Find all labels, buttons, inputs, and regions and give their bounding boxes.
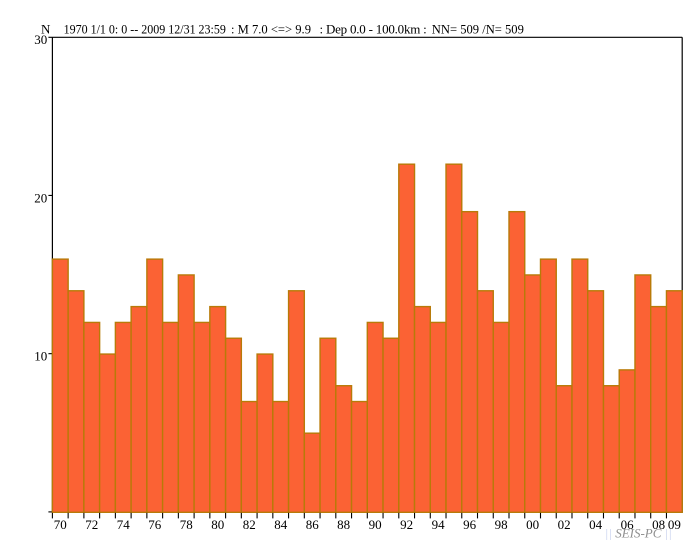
svg-text:20: 20 — [34, 190, 47, 205]
svg-text:80: 80 — [211, 517, 224, 532]
svg-text:90: 90 — [369, 517, 382, 532]
svg-text:02: 02 — [558, 517, 571, 532]
svg-text:N: N — [41, 22, 51, 37]
svg-text:00: 00 — [526, 517, 539, 532]
svg-text:: Dep 0.0 - 100.0km :: : Dep 0.0 - 100.0km : — [320, 22, 427, 37]
svg-text:96: 96 — [463, 517, 477, 532]
svg-text:86: 86 — [306, 517, 320, 532]
svg-text:70: 70 — [54, 517, 67, 532]
svg-text:|| SEIS-PC ||: || SEIS-PC || — [605, 526, 672, 541]
svg-text:: M 7.0 <=> 9.9: : M 7.0 <=> 9.9 — [231, 22, 311, 37]
svg-text:98: 98 — [495, 517, 508, 532]
svg-text:04: 04 — [589, 517, 603, 532]
svg-text:78: 78 — [180, 517, 193, 532]
svg-text:30: 30 — [34, 32, 47, 47]
svg-text:92: 92 — [400, 517, 413, 532]
svg-text:10: 10 — [34, 349, 47, 364]
svg-text:88: 88 — [337, 517, 350, 532]
svg-text:82: 82 — [243, 517, 256, 532]
svg-text:1970 1/1 0: 0 -- 2009 12/31 23: 1970 1/1 0: 0 -- 2009 12/31 23:59 — [64, 22, 226, 37]
svg-text:74: 74 — [117, 517, 131, 532]
svg-text:09: 09 — [668, 517, 681, 532]
svg-text:76: 76 — [148, 517, 162, 532]
svg-text:84: 84 — [274, 517, 288, 532]
svg-text:72: 72 — [85, 517, 98, 532]
svg-text:06: 06 — [621, 517, 635, 532]
svg-text:94: 94 — [432, 517, 446, 532]
svg-text:08: 08 — [652, 517, 665, 532]
svg-text:NN= 509 /N= 509: NN= 509 /N= 509 — [432, 22, 524, 37]
